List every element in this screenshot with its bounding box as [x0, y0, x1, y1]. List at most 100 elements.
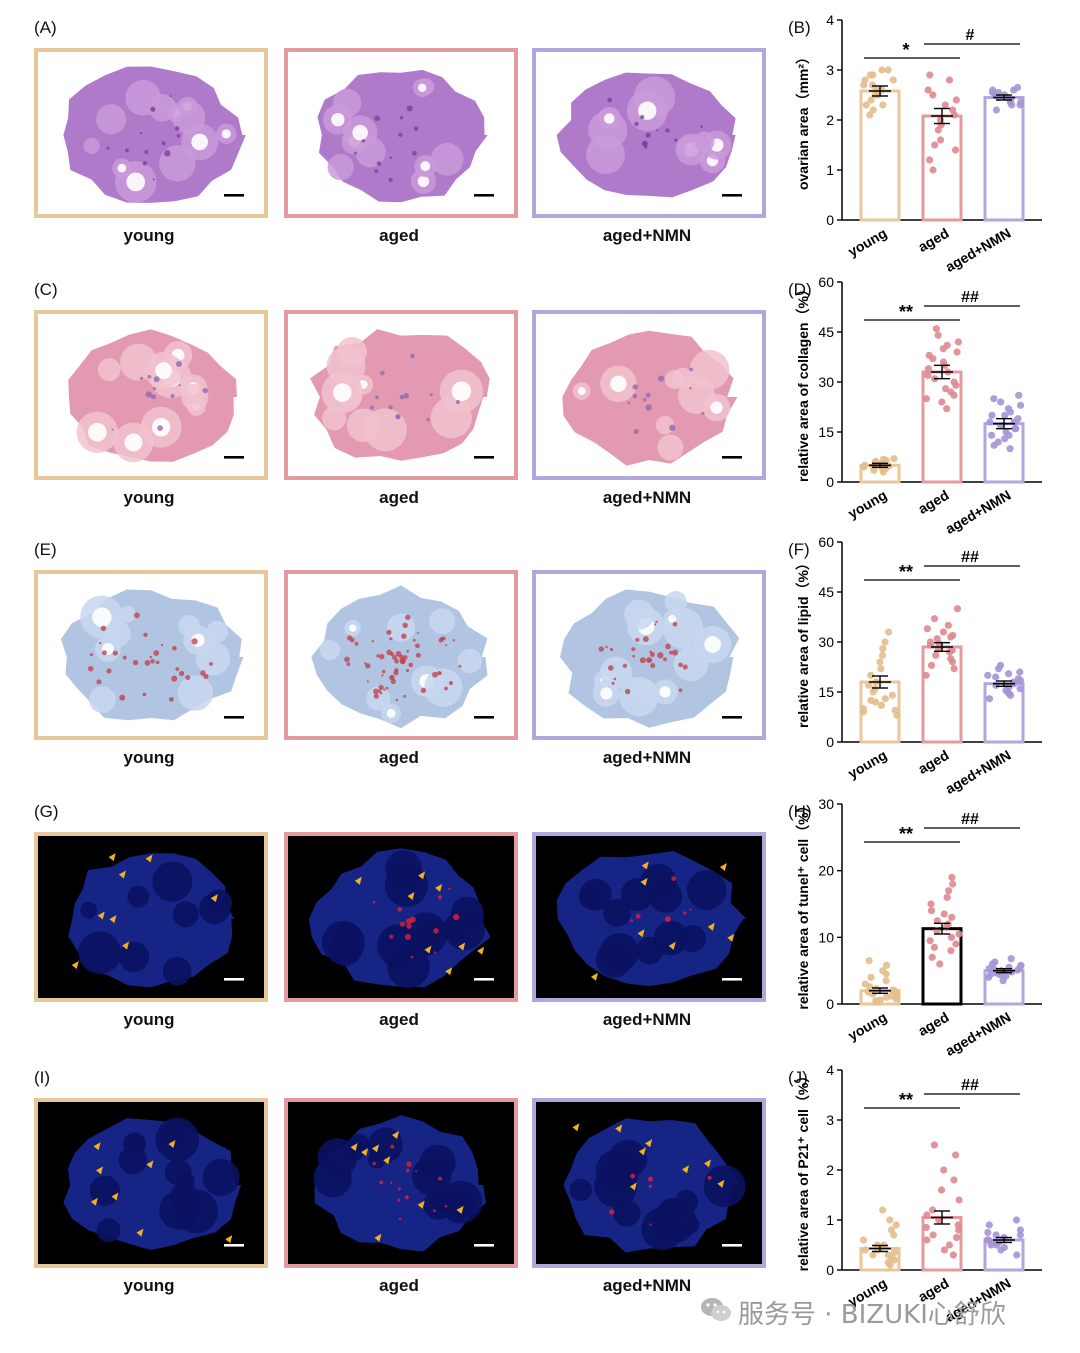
- bar: [859, 89, 901, 222]
- data-point: [940, 1246, 949, 1254]
- micrograph-masson: [532, 310, 766, 480]
- data-point: [867, 696, 875, 704]
- tissue-section: [288, 314, 514, 476]
- data-point: [950, 1176, 958, 1184]
- data-point: [949, 880, 957, 888]
- data-point: [987, 1241, 995, 1249]
- data-point: [939, 628, 948, 636]
- data-point: [947, 933, 956, 941]
- y-tick-label: 15: [818, 424, 834, 440]
- data-point: [985, 1221, 993, 1229]
- y-tick-label: 1: [826, 1212, 834, 1228]
- data-point: [869, 106, 877, 114]
- bar: [983, 96, 1025, 222]
- data-point: [992, 1231, 1000, 1239]
- data-point: [947, 388, 955, 396]
- group-caption: young: [123, 1010, 175, 1029]
- x-tick-label: aged+NMN: [943, 225, 1014, 275]
- data-point: [1016, 1231, 1024, 1239]
- data-point: [934, 331, 942, 339]
- y-tick-label: 4: [826, 1062, 834, 1078]
- data-point: [954, 1221, 962, 1229]
- group-caption: aged: [379, 488, 419, 507]
- sig-label-nmn-vs-aged: #: [966, 27, 975, 44]
- data-point: [879, 455, 888, 463]
- micrograph-oilred: [532, 570, 766, 740]
- data-point: [867, 671, 875, 679]
- data-point: [860, 463, 868, 471]
- data-point: [937, 1186, 946, 1194]
- tissue-section: [536, 1102, 762, 1264]
- watermark: 服务号 · BIZUKI心舒欣: [700, 1290, 1060, 1330]
- y-tick-label: 20: [818, 863, 834, 879]
- data-point: [923, 1236, 931, 1244]
- chart-panel-label: (D): [788, 280, 812, 299]
- data-point: [996, 661, 1005, 669]
- panel-label: (G): [34, 802, 59, 821]
- data-point: [986, 418, 994, 426]
- y-tick-label: 0: [826, 734, 834, 750]
- data-point: [878, 651, 887, 659]
- data-point: [865, 681, 873, 689]
- chart-3: 0 10 20 30 relative area of tunel⁺ cell（%） yo…: [795, 796, 1052, 1069]
- data-point: [932, 651, 940, 659]
- data-point: [992, 681, 1000, 689]
- tissue-section: [38, 314, 264, 476]
- data-point: [988, 88, 997, 97]
- data-point: [935, 640, 943, 648]
- data-point: [985, 965, 993, 973]
- data-point: [884, 1258, 892, 1267]
- data-point: [951, 146, 960, 154]
- x-tick-label: aged: [915, 225, 951, 255]
- data-point: [940, 1166, 948, 1174]
- data-point: [929, 1231, 937, 1239]
- data-point: [984, 671, 992, 679]
- sig-label-aged-vs-young: **: [899, 562, 913, 582]
- y-tick-label: 60: [818, 274, 834, 290]
- data-point: [985, 695, 994, 703]
- data-point: [954, 338, 962, 346]
- sig-label-nmn-vs-aged: ##: [961, 811, 979, 828]
- group-caption: aged: [379, 226, 419, 245]
- data-point: [1012, 425, 1020, 433]
- x-tick-label: young: [845, 747, 889, 782]
- y-axis-label: ovarian area（mm²）: [795, 50, 811, 190]
- bar: [921, 114, 963, 222]
- y-tick-label: 2: [826, 1162, 834, 1178]
- data-point: [991, 958, 999, 966]
- group-caption: aged+NMN: [602, 488, 692, 507]
- data-point: [930, 615, 939, 623]
- panel-label: (E): [34, 540, 57, 559]
- chart-panel-label: (F): [788, 540, 810, 559]
- data-point: [884, 66, 892, 74]
- tissue-section: [38, 1102, 264, 1264]
- data-point: [988, 411, 996, 419]
- data-point: [931, 141, 939, 149]
- bar-chart: 0 10 20 30 relative area of tunel⁺ cell（%） yo…: [795, 796, 1042, 1059]
- chart-4: 0 1 2 3 4 relative area of P21⁺ cell（%） young a…: [795, 1062, 1052, 1335]
- y-tick-label: 15: [818, 684, 834, 700]
- chart-panel-label: (B): [788, 18, 811, 37]
- data-point: [945, 76, 954, 84]
- micrograph-he: [532, 48, 766, 218]
- chart-panel-label: (H): [788, 802, 812, 821]
- data-point: [866, 111, 874, 119]
- x-tick-label: aged+NMN: [943, 1009, 1014, 1059]
- data-point: [1006, 408, 1015, 416]
- group-caption: young: [123, 226, 175, 245]
- data-point: [871, 91, 879, 99]
- bar-chart: 0 15 30 45 60 relative area of collagen（%） you…: [795, 274, 1042, 537]
- data-point: [884, 628, 893, 636]
- data-point: [1012, 1216, 1021, 1224]
- data-point: [922, 395, 930, 403]
- group-caption: aged+NMN: [602, 748, 692, 767]
- data-point: [928, 953, 936, 961]
- data-point: [882, 961, 891, 969]
- data-point: [927, 907, 936, 915]
- data-point: [859, 1236, 868, 1244]
- data-point: [926, 638, 934, 646]
- panel-label: (I): [34, 1068, 51, 1087]
- micrograph-oilred: [284, 570, 518, 740]
- data-point: [948, 873, 956, 881]
- data-point: [1001, 411, 1009, 419]
